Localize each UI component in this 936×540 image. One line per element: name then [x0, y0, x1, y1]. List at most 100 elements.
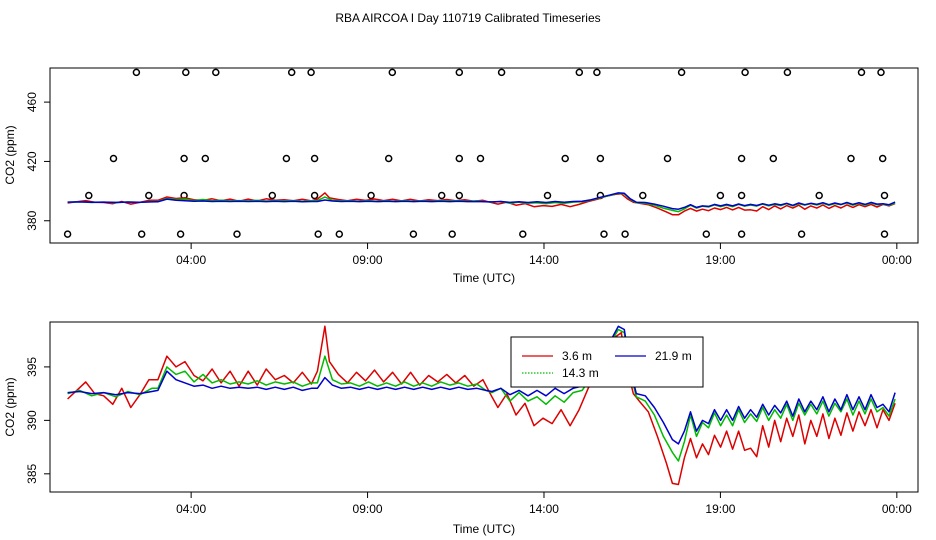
calibration-point — [593, 68, 601, 77]
y-tick-label: 380 — [25, 210, 39, 230]
calibration-point — [878, 154, 887, 163]
series-line-21-9-m — [67, 192, 896, 210]
calibration-point — [335, 230, 344, 238]
calibration-point — [797, 230, 806, 238]
calibration-point — [561, 154, 569, 163]
legend-label-21-9m: 21.9 m — [655, 349, 692, 363]
x-axis-label-top: Time (UTC) — [453, 271, 515, 285]
calibration-point — [543, 191, 552, 200]
y-axis-label-bottom: CO2 (ppm) — [3, 377, 17, 436]
calibration-point — [310, 191, 319, 200]
x-tick-label: 00:00 — [882, 253, 912, 267]
calibration-points — [63, 68, 889, 238]
series-line-3-6-m — [67, 192, 896, 216]
legend: 3.6 m 14.3 m 21.9 m — [510, 336, 704, 388]
calibration-point — [702, 230, 711, 238]
calibration-point — [437, 191, 446, 200]
x-tick-label: 09:00 — [353, 502, 383, 516]
calibration-point — [268, 191, 277, 200]
panel-top: 04:00 09:00 14:00 19:00 00:00 380 420 460 Time… — [3, 67, 919, 285]
calibration-point — [737, 230, 746, 238]
calibration-point — [287, 68, 296, 77]
x-tick-label: 00:00 — [882, 502, 912, 516]
calibration-point — [85, 191, 93, 200]
x-axis-top: 04:00 09:00 14:00 19:00 00:00 — [176, 243, 912, 267]
calibration-point — [663, 154, 672, 163]
plot-frame-top — [49, 67, 919, 244]
calibration-point — [137, 230, 146, 238]
calibration-point — [596, 154, 605, 163]
calibration-point — [201, 154, 210, 163]
x-tick-label: 04:00 — [176, 253, 206, 267]
x-tick-label: 14:00 — [529, 253, 559, 267]
calibration-point — [600, 230, 608, 238]
calibration-point — [519, 230, 527, 238]
calibration-point — [367, 191, 375, 200]
calibration-point — [448, 230, 456, 238]
legend-label-3-6m: 3.6 m — [562, 349, 592, 363]
calibration-point — [455, 154, 464, 163]
panel-bottom: 04:00 09:00 14:00 19:00 00:00 385 390 395 Time… — [3, 321, 919, 536]
calibration-point — [180, 154, 188, 163]
y-tick-label: 395 — [25, 357, 39, 377]
calibration-point — [575, 68, 584, 77]
calibration-point — [497, 68, 506, 77]
calibration-point — [109, 154, 118, 163]
x-tick-label: 14:00 — [529, 502, 559, 516]
calibration-point — [741, 68, 749, 77]
calibration-point — [621, 230, 629, 238]
calibration-point — [877, 68, 885, 77]
calibration-point — [815, 191, 823, 200]
x-tick-label: 19:00 — [705, 502, 735, 516]
calibration-point — [716, 191, 725, 200]
calibration-point — [857, 68, 866, 77]
calibration-point — [212, 68, 220, 77]
x-tick-label: 19:00 — [705, 253, 735, 267]
y-axis-top: 380 420 460 — [25, 92, 50, 231]
calibration-point — [783, 68, 792, 77]
plot-frame-bottom — [49, 321, 919, 493]
calibration-point — [63, 230, 72, 238]
y-axis-label-top: CO2 (ppm) — [3, 125, 17, 184]
calibration-point — [476, 154, 485, 163]
calibration-point — [132, 68, 141, 77]
calibration-point — [677, 68, 686, 77]
calibration-point — [314, 230, 322, 238]
calibration-point — [880, 191, 889, 200]
calibration-point — [737, 154, 746, 163]
y-tick-label: 460 — [25, 92, 39, 112]
calibration-point — [233, 230, 241, 238]
y-tick-label: 385 — [25, 463, 39, 483]
calibration-point — [282, 154, 291, 163]
series-line-21-9-m — [67, 325, 896, 445]
legend-box — [510, 336, 704, 388]
calibration-point — [769, 154, 778, 163]
y-axis-bottom: 385 390 395 — [25, 357, 50, 484]
calibration-point — [384, 154, 393, 163]
calibration-point — [182, 68, 190, 77]
series-lines-top — [67, 192, 896, 216]
calibration-point — [639, 191, 647, 200]
calibration-point — [388, 68, 397, 77]
x-axis-bottom: 04:00 09:00 14:00 19:00 00:00 — [176, 492, 912, 516]
x-axis-label-bottom: Time (UTC) — [453, 522, 515, 536]
calibration-point — [455, 191, 464, 200]
legend-label-14-3m: 14.3 m — [562, 366, 599, 380]
calibration-point — [409, 230, 418, 238]
series-lines-bottom — [67, 325, 896, 486]
y-tick-label: 390 — [25, 410, 39, 430]
calibration-point — [176, 230, 185, 238]
calibration-point — [145, 191, 153, 200]
calibration-point — [847, 154, 855, 163]
chart-title: RBA AIRCOA I Day 110719 Calibrated Times… — [335, 11, 600, 25]
calibration-point — [455, 68, 464, 77]
y-tick-label: 420 — [25, 151, 39, 171]
series-line-3-6-m — [67, 325, 896, 486]
x-tick-label: 09:00 — [353, 253, 383, 267]
calibration-point — [310, 154, 319, 163]
x-tick-label: 04:00 — [176, 502, 206, 516]
calibration-point — [737, 191, 746, 200]
calibration-point — [880, 230, 889, 238]
calibration-point — [307, 68, 315, 77]
